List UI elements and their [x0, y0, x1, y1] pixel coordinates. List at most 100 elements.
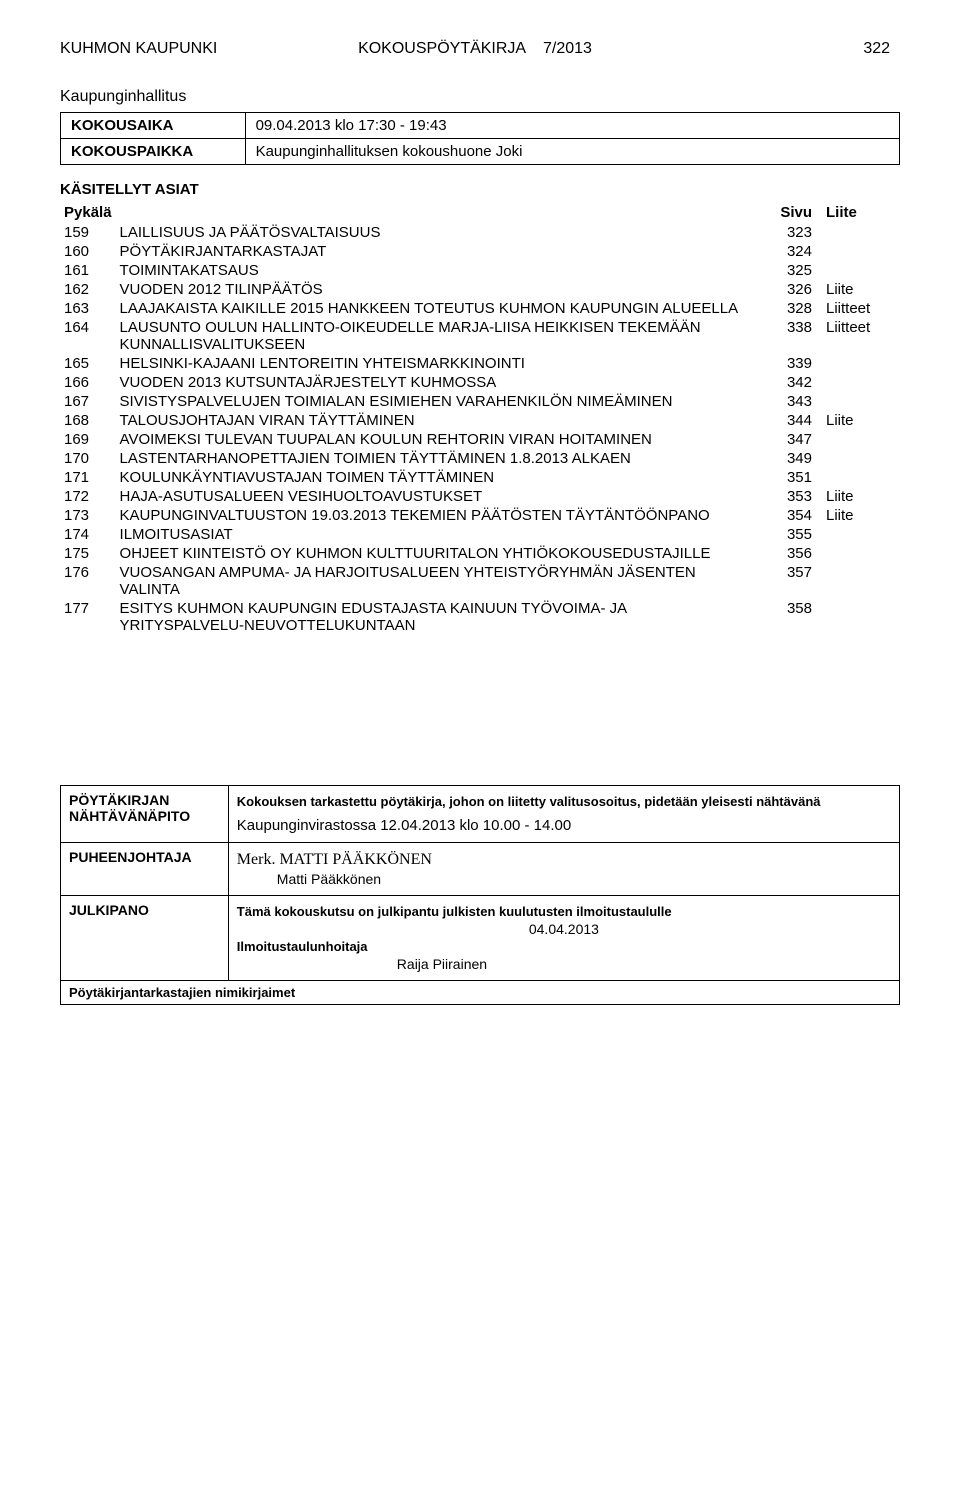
col-spacer — [116, 202, 748, 223]
footer-r1-note: Kokouksen tarkastettu pöytäkirja, johon … — [237, 794, 891, 809]
row-page: 338 — [748, 318, 816, 354]
row-num: 162 — [60, 280, 116, 299]
footer-r3-date: 04.04.2013 — [237, 921, 891, 937]
row-attachment — [816, 544, 900, 563]
meeting-info-table: KOKOUSAIKA 09.04.2013 klo 17:30 - 19:43 … — [60, 112, 900, 165]
agenda-table: Pykälä Sivu Liite 159LAILLISUUS JA PÄÄTÖ… — [60, 202, 900, 635]
table-row: 162VUODEN 2012 TILINPÄÄTÖS326Liite — [60, 280, 900, 299]
row-attachment — [816, 223, 900, 242]
row-attachment — [816, 261, 900, 280]
header-org: KUHMON KAUPUNKI — [60, 40, 337, 58]
row-page: 324 — [748, 242, 816, 261]
meeting-place-value: Kaupunginhallituksen kokoushuone Joki — [245, 139, 899, 165]
row-title: KAUPUNGINVALTUUSTON 19.03.2013 TEKEMIEN … — [116, 506, 748, 525]
row-title: VUOSANGAN AMPUMA- JA HARJOITUSALUEEN YHT… — [116, 563, 748, 599]
row-attachment — [816, 373, 900, 392]
row-num: 165 — [60, 354, 116, 373]
table-row: 164LAUSUNTO OULUN HALLINTO-OIKEUDELLE MA… — [60, 318, 900, 354]
table-row: 163LAAJAKAISTA KAIKILLE 2015 HANKKEEN TO… — [60, 299, 900, 318]
row-attachment — [816, 449, 900, 468]
row-attachment — [816, 599, 900, 635]
page-header: KUHMON KAUPUNKI KOKOUSPÖYTÄKIRJA 7/2013 … — [60, 40, 900, 58]
row-num: 177 — [60, 599, 116, 635]
table-row: 165HELSINKI-KAJAANI LENTOREITIN YHTEISMA… — [60, 354, 900, 373]
row-num: 170 — [60, 449, 116, 468]
row-attachment — [816, 468, 900, 487]
row-attachment: Liite — [816, 411, 900, 430]
footer-r1-place: Kaupunginvirastossa 12.04.2013 klo 10.00… — [237, 817, 891, 834]
row-attachment — [816, 242, 900, 261]
row-num: 175 — [60, 544, 116, 563]
row-page: 326 — [748, 280, 816, 299]
table-row: 174ILMOITUSASIAT355 — [60, 525, 900, 544]
footer-r3-note: Tämä kokouskutsu on julkipantu julkisten… — [237, 904, 891, 919]
footer-r3-role: Ilmoitustaulunhoitaja — [237, 939, 891, 954]
row-num: 172 — [60, 487, 116, 506]
row-attachment: Liite — [816, 487, 900, 506]
row-title: SIVISTYSPALVELUJEN TOIMIALAN ESIMIEHEN V… — [116, 392, 748, 411]
row-page: 354 — [748, 506, 816, 525]
row-title: HAJA-ASUTUSALUEEN VESIHUOLTOAVUSTUKSET — [116, 487, 748, 506]
footer-r3-name: Raija Piirainen — [237, 956, 891, 972]
header-ref: 7/2013 — [543, 40, 592, 57]
meeting-time-label: KOKOUSAIKA — [61, 113, 246, 139]
row-title: ILMOITUSASIAT — [116, 525, 748, 544]
row-title: LAUSUNTO OULUN HALLINTO-OIKEUDELLE MARJA… — [116, 318, 748, 354]
row-title: LASTENTARHANOPETTAJIEN TOIMIEN TÄYTTÄMIN… — [116, 449, 748, 468]
table-row: 160PÖYTÄKIRJANTARKASTAJAT324 — [60, 242, 900, 261]
row-page: 325 — [748, 261, 816, 280]
footer-r2-name: Matti Pääkkönen — [237, 871, 891, 887]
table-row: 171KOULUNKÄYNTIAVUSTAJAN TOIMEN TÄYTTÄMI… — [60, 468, 900, 487]
row-attachment — [816, 525, 900, 544]
table-row: 177ESITYS KUHMON KAUPUNGIN EDUSTAJASTA K… — [60, 599, 900, 635]
table-row: 167SIVISTYSPALVELUJEN TOIMIALAN ESIMIEHE… — [60, 392, 900, 411]
row-attachment: Liitteet — [816, 299, 900, 318]
row-title: KOULUNKÄYNTIAVUSTAJAN TOIMEN TÄYTTÄMINEN — [116, 468, 748, 487]
row-page: 353 — [748, 487, 816, 506]
row-num: 174 — [60, 525, 116, 544]
meeting-time-value: 09.04.2013 klo 17:30 - 19:43 — [245, 113, 899, 139]
row-title: TOIMINTAKATSAUS — [116, 261, 748, 280]
row-title: VUODEN 2013 KUTSUNTAJÄRJESTELYT KUHMOSSA — [116, 373, 748, 392]
row-num: 163 — [60, 299, 116, 318]
footer-r1-label-a: PÖYTÄKIRJAN — [69, 792, 220, 808]
row-num: 176 — [60, 563, 116, 599]
footer-r2-sig: Merk. MATTI PÄÄKKÖNEN — [237, 851, 891, 869]
body-title: Kaupunginhallitus — [60, 88, 900, 106]
row-attachment — [816, 430, 900, 449]
row-title: OHJEET KIINTEISTÖ OY KUHMON KULTTUURITAL… — [116, 544, 748, 563]
row-title: HELSINKI-KAJAANI LENTOREITIN YHTEISMARKK… — [116, 354, 748, 373]
row-page: 349 — [748, 449, 816, 468]
row-page: 351 — [748, 468, 816, 487]
row-attachment — [816, 563, 900, 599]
row-page: 355 — [748, 525, 816, 544]
footer-r2-label: PUHEENJOHTAJA — [61, 843, 229, 896]
footer-r3-label: JULKIPANO — [61, 896, 229, 981]
header-doc: KOKOUSPÖYTÄKIRJA 7/2013 — [337, 40, 614, 58]
row-num: 161 — [60, 261, 116, 280]
row-num: 160 — [60, 242, 116, 261]
footer-r3-content: Tämä kokouskutsu on julkipantu julkisten… — [228, 896, 899, 981]
table-row: 173KAUPUNGINVALTUUSTON 19.03.2013 TEKEMI… — [60, 506, 900, 525]
row-num: 159 — [60, 223, 116, 242]
table-row: 172HAJA-ASUTUSALUEEN VESIHUOLTOAVUSTUKSE… — [60, 487, 900, 506]
header-doc-text: KOKOUSPÖYTÄKIRJA — [358, 40, 525, 57]
table-row: 170LASTENTARHANOPETTAJIEN TOIMIEN TÄYTTÄ… — [60, 449, 900, 468]
meeting-place-label: KOKOUSPAIKKA — [61, 139, 246, 165]
row-attachment — [816, 392, 900, 411]
col-pykala: Pykälä — [60, 202, 116, 223]
row-attachment: Liitteet — [816, 318, 900, 354]
row-num: 173 — [60, 506, 116, 525]
footer-r1-content: Kokouksen tarkastettu pöytäkirja, johon … — [228, 786, 899, 843]
row-page: 347 — [748, 430, 816, 449]
row-num: 166 — [60, 373, 116, 392]
row-num: 171 — [60, 468, 116, 487]
table-row: 159LAILLISUUS JA PÄÄTÖSVALTAISUUS323 — [60, 223, 900, 242]
row-title: VUODEN 2012 TILINPÄÄTÖS — [116, 280, 748, 299]
row-attachment — [816, 354, 900, 373]
row-attachment: Liite — [816, 506, 900, 525]
row-page: 323 — [748, 223, 816, 242]
row-title: LAILLISUUS JA PÄÄTÖSVALTAISUUS — [116, 223, 748, 242]
table-row: 168TALOUSJOHTAJAN VIRAN TÄYTTÄMINEN344Li… — [60, 411, 900, 430]
table-row: 169AVOIMEKSI TULEVAN TUUPALAN KOULUN REH… — [60, 430, 900, 449]
